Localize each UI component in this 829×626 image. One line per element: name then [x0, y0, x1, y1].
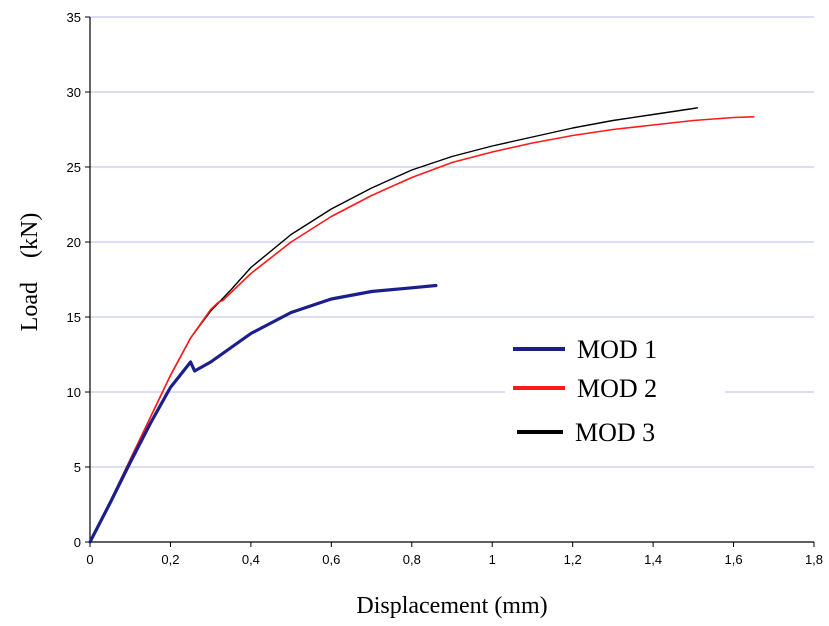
- x-axis-title: Displacement (mm): [356, 593, 547, 619]
- x-tick-label: 0,4: [242, 552, 260, 567]
- x-tick-labels: 0 0,2 0,4 0,6 0,8 1 1,2 1,4 1,6 1,8: [86, 552, 823, 567]
- x-tick-label: 0,6: [322, 552, 340, 567]
- y-tick-label: 15: [67, 310, 81, 325]
- legend-label-mod-1: MOD 1: [577, 335, 657, 364]
- legend: MOD 1 MOD 2 MOD 3: [505, 325, 725, 460]
- y-tick-label: 10: [67, 385, 81, 400]
- series-line-mod-1: [88, 283, 438, 544]
- x-tick-label: 1,6: [725, 552, 743, 567]
- y-tick-labels: 0 5 10 15 20 25 30 35: [67, 10, 81, 550]
- axes: [85, 16, 815, 547]
- y-tick-label: 0: [74, 535, 81, 550]
- y-tick-label: 25: [67, 160, 81, 175]
- x-tick-label: 0: [86, 552, 93, 567]
- x-tick-label: 1,4: [644, 552, 662, 567]
- x-tick-label: 1,2: [564, 552, 582, 567]
- x-tick-label: 0,8: [403, 552, 421, 567]
- y-tick-label: 35: [67, 10, 81, 25]
- legend-label-mod-3: MOD 3: [575, 418, 655, 447]
- x-tick-label: 0,2: [161, 552, 179, 567]
- series-line-mod-3: [89, 107, 699, 543]
- grid-lines: [90, 16, 814, 468]
- x-tick-label: 1,8: [805, 552, 823, 567]
- y-tick-label: 5: [74, 460, 81, 475]
- x-tick-label: 1: [489, 552, 496, 567]
- y-tick-label: 30: [67, 85, 81, 100]
- series-lines: [88, 107, 755, 544]
- y-tick-label: 20: [67, 235, 81, 250]
- legend-label-mod-2: MOD 2: [577, 374, 657, 403]
- y-axis-title: Load (kN): [17, 213, 43, 332]
- series-line-mod-2: [89, 116, 755, 543]
